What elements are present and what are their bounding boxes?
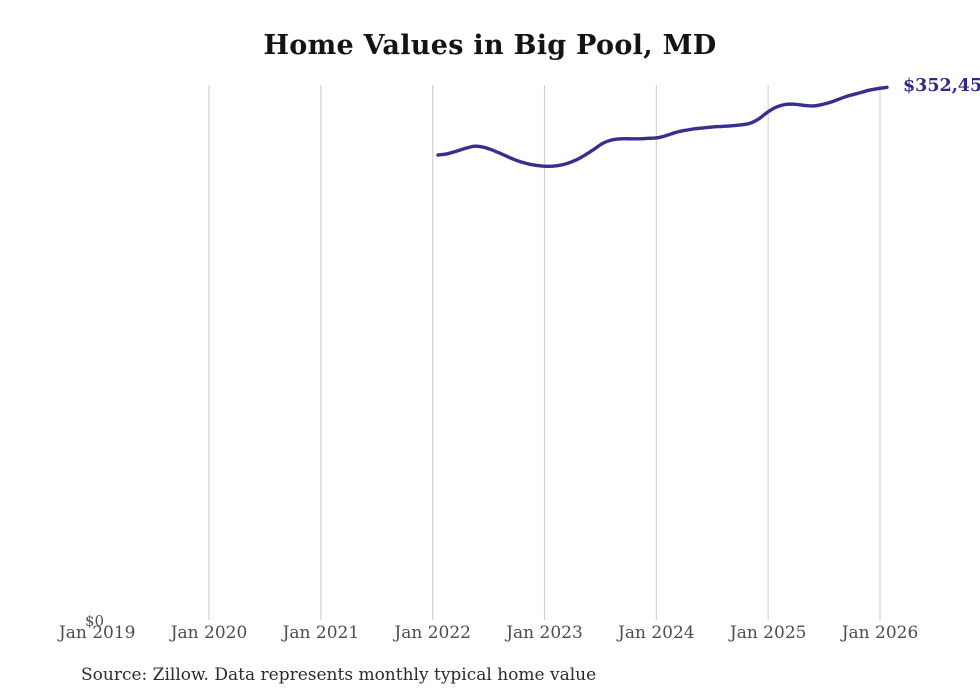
x-tick-label: Jan 2020: [170, 623, 248, 643]
x-tick-label: Jan 2025: [729, 623, 807, 643]
y-axis-zero-label: $0: [85, 612, 105, 630]
chart-title: Home Values in Big Pool, MD: [263, 30, 717, 61]
x-tick-label: Jan 2024: [618, 623, 695, 643]
home-value-line: [436, 85, 889, 168]
source-note: Source: Zillow. Data represents monthly …: [81, 665, 597, 685]
x-tick-label: Jan 2022: [394, 623, 471, 643]
x-tick-label: Jan 2019: [58, 623, 136, 643]
x-tick-label: Jan 2021: [282, 623, 360, 643]
latest-value-label: $352,452: [903, 76, 980, 96]
x-tick-label: Jan 2026: [841, 623, 919, 643]
x-tick-label: Jan 2023: [506, 623, 583, 643]
